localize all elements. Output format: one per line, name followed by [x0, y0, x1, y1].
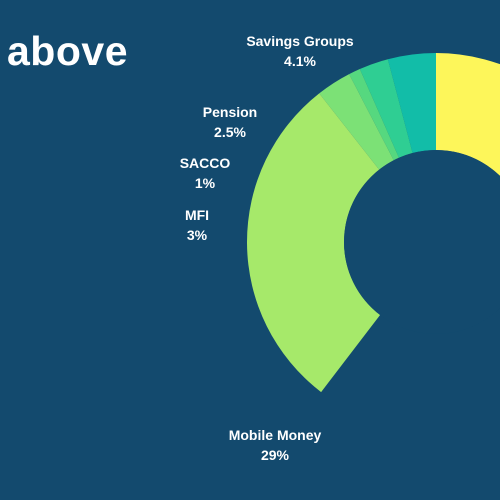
donut-slice-mobile-money — [247, 93, 381, 393]
slice-label-value: 4.1% — [284, 53, 316, 69]
donut-slice-mfi — [319, 74, 394, 170]
slice-label-value: 2.5% — [214, 124, 246, 140]
slice-label-name: Savings Groups — [246, 33, 354, 49]
donut-slice-savings-groups — [387, 53, 436, 154]
donut-hole — [344, 150, 500, 334]
donut-slice-partial — [436, 53, 500, 177]
slice-label-mobile-money: Mobile Money 29% — [200, 425, 350, 465]
page-title: above — [7, 28, 128, 74]
slice-label-name: SACCO — [179, 155, 231, 171]
slice-label-sacco: SACCO 1% — [170, 153, 240, 193]
slice-label-name: Pension — [202, 104, 258, 120]
slice-label-mfi: MFI 3% — [167, 205, 227, 245]
slice-label-name: MFI — [184, 207, 210, 223]
slice-label-pension: Pension 2.5% — [180, 102, 280, 142]
donut-slice-sacco — [349, 69, 399, 161]
slice-label-savings-groups: Savings Groups 4.1% — [230, 31, 370, 71]
slice-label-value: 29% — [260, 447, 290, 463]
donut-slice-pension — [359, 59, 413, 158]
slice-label-name: Mobile Money — [228, 427, 322, 443]
slice-label-value: 3% — [186, 227, 208, 243]
slice-label-value: 1% — [194, 175, 216, 191]
